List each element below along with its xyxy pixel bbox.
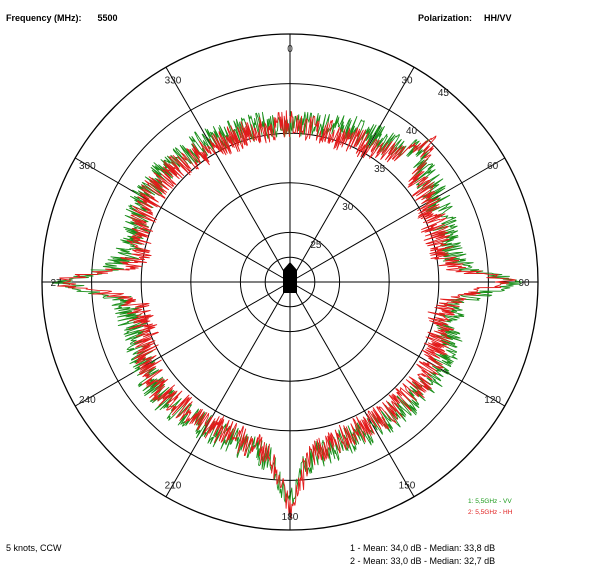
conditions-text: 5 knots, CCW — [6, 543, 62, 553]
radial-tick-label: 45 — [438, 88, 450, 99]
stat-line-1: 1 - Mean: 34,0 dB - Median: 33,8 dB — [350, 543, 496, 553]
grid-spoke — [289, 66, 415, 283]
frequency-value: 5500 — [97, 13, 118, 23]
frequency-label: Frequency (MHz): — [6, 13, 82, 23]
legend-entry-vv: 1: 5,5GHz - VV — [468, 498, 512, 505]
angle-tick-label: 60 — [487, 161, 499, 172]
legend: 1: 5,5GHz - VV 2: 5,5GHz - HH — [468, 496, 512, 518]
series-trace-2 — [57, 110, 516, 519]
angle-tick-label: 150 — [399, 481, 416, 492]
angle-tick-label: 0 — [287, 44, 293, 55]
angle-tick-label: 300 — [79, 161, 96, 172]
grid-spoke — [289, 281, 506, 407]
ship-marker-icon — [283, 262, 297, 293]
grid-spoke — [74, 157, 291, 283]
angle-tick-label: 240 — [79, 395, 96, 406]
polarization-value: HH/VV — [484, 13, 512, 23]
stat-line-2: 2 - Mean: 33,0 dB - Median: 32,7 dB — [350, 556, 496, 566]
polarization-header: Polarization: HH/VV — [418, 13, 512, 23]
grid-spoke — [165, 281, 291, 498]
grid-spoke — [289, 157, 506, 283]
radial-tick-label: 30 — [342, 202, 354, 213]
grid-spoke — [289, 281, 415, 498]
statistics: 1 - Mean: 34,0 dB - Median: 33,8 dB 2 - … — [350, 542, 495, 568]
angle-tick-label: 180 — [282, 512, 299, 523]
polar-labels: 0 30 60 90 120 150 180 210 240 27 300 330 25 30 35 40 45 — [50, 44, 530, 523]
angle-tick-label: 27 — [50, 278, 62, 289]
grid-spoke — [74, 281, 291, 407]
frequency-header: Frequency (MHz): 5500 — [6, 13, 118, 23]
polarization-label: Polarization: — [418, 13, 473, 23]
polar-series — [51, 110, 523, 519]
grid-spoke — [165, 66, 291, 283]
radial-tick-label: 40 — [406, 126, 418, 137]
radial-tick-label: 35 — [374, 164, 386, 175]
angle-tick-label: 120 — [484, 395, 501, 406]
angle-tick-label: 30 — [401, 75, 413, 86]
angle-tick-label: 210 — [165, 481, 182, 492]
angle-tick-label: 330 — [165, 75, 182, 86]
radial-tick-label: 25 — [310, 240, 322, 251]
polar-grid — [41, 33, 539, 531]
legend-entry-hh: 2: 5,5GHz - HH — [468, 509, 513, 516]
angle-tick-label: 90 — [518, 278, 530, 289]
